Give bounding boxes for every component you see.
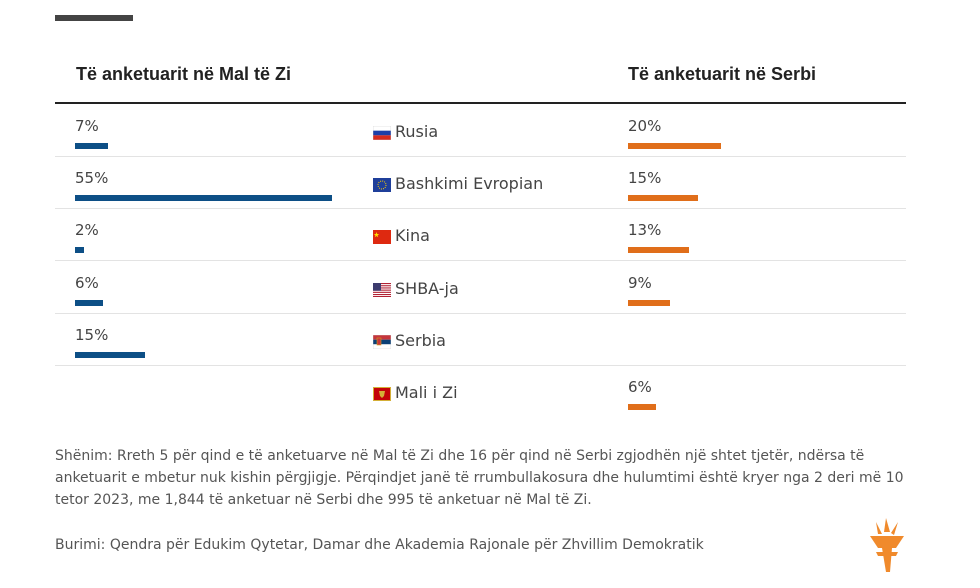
chart-row: 6% Mali i Zi [55, 366, 906, 418]
value-label-left: 15% [75, 326, 109, 344]
country-name: Rusia [395, 122, 439, 141]
value-label-right: 13% [628, 221, 662, 239]
bar-right [628, 195, 698, 201]
bar-left [75, 143, 108, 149]
country-label: Mali i Zi [373, 383, 458, 402]
country-name: Kina [395, 226, 430, 245]
header-serbia: Të anketuarit në Serbi [628, 64, 817, 84]
row-divider [55, 365, 906, 366]
bar-right [628, 143, 721, 149]
usa-flag-icon [373, 282, 391, 297]
rfe-torch-logo-icon [870, 518, 904, 572]
country-label: Kina [373, 226, 430, 245]
bar-right [628, 247, 689, 253]
chart-source: Burimi: Qendra për Edukim Qytetar, Damar… [55, 537, 704, 553]
country-name: Mali i Zi [395, 383, 458, 402]
china-flag-icon [373, 229, 391, 244]
eu-flag-icon [373, 177, 391, 192]
header-rule [55, 102, 906, 104]
russia-flag-icon [372, 125, 392, 140]
country-label: SHBA-ja [373, 279, 459, 298]
chart-row: 2% 13% Kina [55, 209, 906, 261]
value-label-left: 7% [75, 117, 99, 135]
value-label-right: 9% [628, 274, 652, 292]
country-name: Bashkimi Evropian [395, 174, 544, 193]
country-name: SHBA-ja [395, 279, 459, 298]
header-montenegro: Të anketuarit në Mal të Zi [76, 64, 292, 84]
value-label-left: 2% [75, 221, 99, 239]
value-label-right: 6% [628, 378, 652, 396]
row-divider [55, 208, 906, 209]
chart-row: 15% Serbia [55, 314, 906, 366]
bar-left [75, 300, 103, 306]
bar-left [75, 352, 145, 358]
country-label: Bashkimi Evropian [373, 174, 543, 193]
bar-right [628, 404, 656, 410]
value-label-right: 20% [628, 117, 662, 135]
value-label-right: 15% [628, 169, 662, 187]
value-label-left: 55% [75, 169, 109, 187]
row-divider [55, 313, 906, 314]
country-label: Serbia [372, 331, 446, 350]
chart-row: 7% 20% Rusia [55, 105, 906, 157]
row-divider [55, 156, 906, 157]
row-divider [55, 260, 906, 261]
bar-right [628, 300, 670, 306]
chart-note: Shënim: Rreth 5 për qind e të anketuarve… [55, 448, 904, 508]
chart-row: 55% 15% Bashkimi Evropian [55, 157, 906, 209]
bar-left [75, 247, 84, 253]
top-accent-bar [55, 15, 133, 21]
country-label: Rusia [372, 122, 439, 141]
montenegro-flag-icon [373, 386, 391, 401]
bar-left [75, 195, 332, 201]
value-label-left: 6% [75, 274, 99, 292]
serbia-flag-icon [372, 334, 392, 349]
chart-row: 6% 9% SHBA-ja [55, 262, 906, 314]
country-name: Serbia [395, 331, 446, 350]
